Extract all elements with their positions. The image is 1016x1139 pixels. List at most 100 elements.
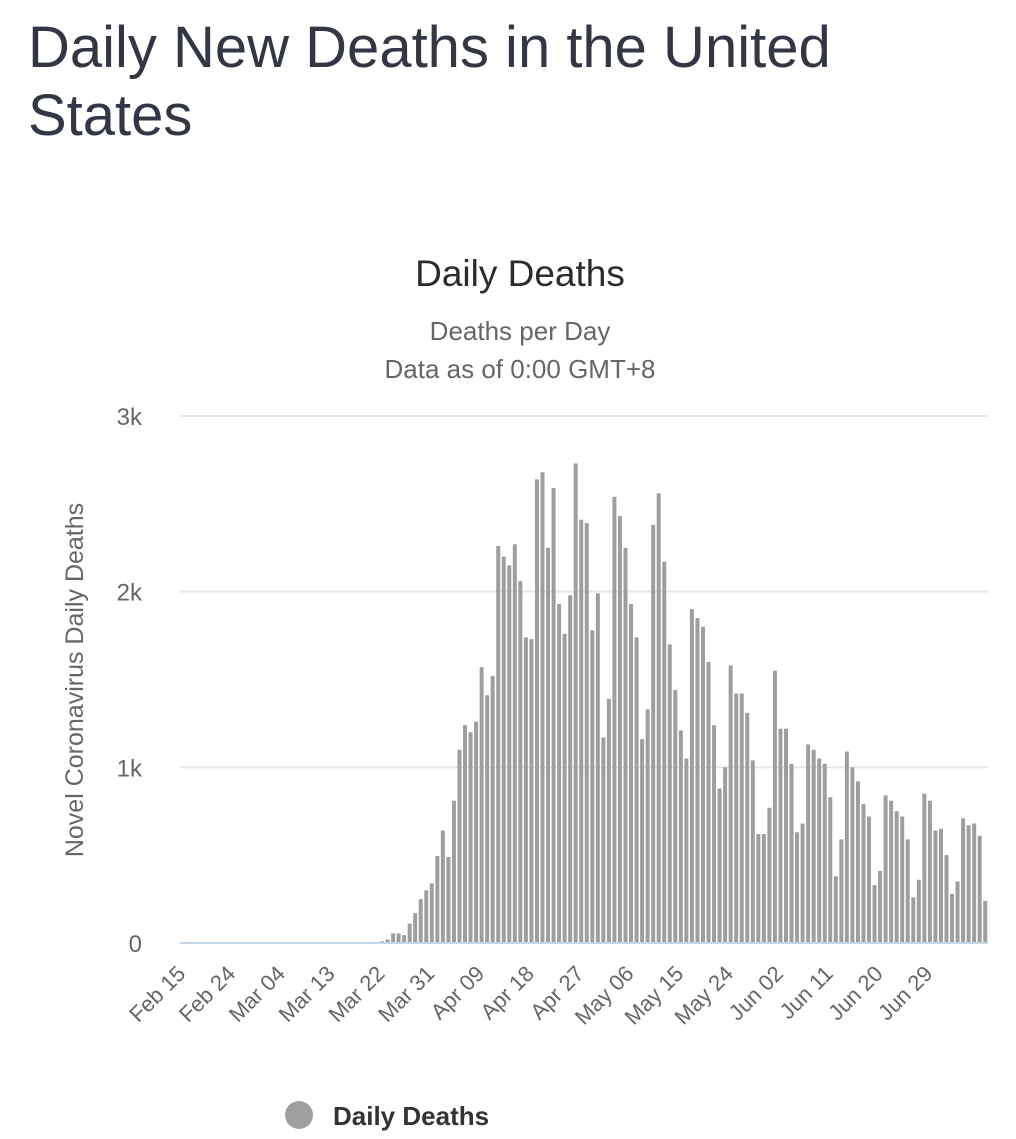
bar[interactable] [872, 885, 877, 943]
bar[interactable] [678, 730, 683, 943]
bar[interactable] [551, 488, 556, 943]
bar[interactable] [402, 935, 407, 943]
bar[interactable] [867, 816, 871, 943]
bar[interactable] [905, 839, 910, 943]
bar[interactable] [496, 545, 501, 943]
bar[interactable] [889, 800, 894, 943]
bar[interactable] [883, 795, 888, 943]
bar[interactable] [546, 547, 551, 943]
bar[interactable] [734, 693, 739, 943]
bar[interactable] [662, 561, 667, 943]
bar[interactable] [700, 626, 705, 943]
bar[interactable] [811, 749, 816, 943]
bar[interactable] [468, 732, 473, 943]
bar[interactable] [900, 816, 905, 943]
bar[interactable] [789, 763, 794, 943]
bar[interactable] [922, 793, 927, 943]
bar[interactable] [446, 856, 451, 943]
bar[interactable] [557, 603, 562, 943]
bar[interactable] [950, 893, 955, 943]
bar[interactable] [523, 637, 528, 943]
bar[interactable] [977, 835, 982, 943]
bar[interactable] [562, 633, 567, 943]
bar[interactable] [911, 897, 916, 943]
bar[interactable] [850, 767, 855, 943]
bar[interactable] [927, 800, 932, 943]
bar[interactable] [706, 661, 711, 943]
bar[interactable] [695, 618, 700, 943]
bar[interactable] [684, 758, 689, 943]
bar[interactable] [529, 639, 534, 943]
bar[interactable] [534, 479, 539, 943]
bar[interactable] [689, 609, 694, 943]
bar[interactable] [983, 900, 988, 943]
bar[interactable] [839, 839, 844, 943]
bar[interactable] [640, 739, 645, 943]
bar[interactable] [512, 544, 517, 943]
bar[interactable] [712, 725, 717, 943]
bar[interactable] [933, 830, 938, 943]
bar[interactable] [485, 695, 490, 943]
bar[interactable] [894, 811, 899, 943]
bar[interactable] [612, 496, 617, 943]
bar[interactable] [916, 879, 921, 943]
bar[interactable] [861, 804, 866, 943]
bar[interactable] [617, 516, 622, 943]
bar[interactable] [728, 665, 733, 943]
bar[interactable] [878, 870, 883, 943]
bar[interactable] [961, 818, 966, 943]
bar[interactable] [396, 933, 401, 943]
bar[interactable] [595, 593, 600, 943]
bar[interactable] [806, 744, 811, 944]
bar[interactable] [667, 644, 672, 943]
bar[interactable] [623, 547, 628, 943]
bar[interactable] [479, 667, 484, 943]
bar[interactable] [501, 556, 506, 943]
bar[interactable] [606, 698, 611, 943]
bar[interactable] [756, 834, 761, 943]
bar[interactable] [407, 923, 412, 943]
bar[interactable] [590, 630, 595, 943]
bar[interactable] [955, 881, 960, 943]
bar[interactable] [800, 823, 805, 943]
bar[interactable] [966, 825, 971, 943]
bar[interactable] [507, 565, 512, 943]
bar[interactable] [579, 519, 584, 943]
bar[interactable] [651, 524, 656, 943]
bar[interactable] [490, 675, 495, 943]
bar[interactable] [573, 463, 578, 943]
bar[interactable] [629, 603, 634, 943]
legend-item-daily-deaths[interactable]: Daily Deaths [333, 1101, 489, 1131]
bar[interactable] [435, 856, 440, 943]
bar[interactable] [844, 751, 849, 943]
bar[interactable] [656, 493, 661, 943]
bar[interactable] [767, 807, 772, 943]
bar[interactable] [518, 581, 523, 943]
legend[interactable]: Daily Deaths [285, 1101, 489, 1131]
bar[interactable] [745, 712, 750, 943]
bar[interactable] [457, 749, 462, 943]
bar[interactable] [817, 758, 822, 943]
bar[interactable] [451, 800, 456, 943]
bar[interactable] [717, 788, 722, 943]
bar[interactable] [784, 728, 788, 943]
bar[interactable] [463, 725, 467, 943]
bar[interactable] [440, 830, 445, 943]
bar[interactable] [761, 834, 766, 943]
bar[interactable] [723, 767, 728, 943]
bar[interactable] [972, 823, 977, 943]
bar[interactable] [828, 797, 833, 943]
bar[interactable] [540, 472, 545, 943]
bar[interactable] [429, 883, 434, 943]
bar[interactable] [424, 890, 429, 943]
bar[interactable] [413, 913, 418, 943]
bar[interactable] [673, 690, 678, 943]
bar[interactable] [795, 832, 800, 943]
bar[interactable] [833, 876, 838, 943]
bar[interactable] [391, 933, 396, 943]
bar[interactable] [385, 939, 390, 943]
bar[interactable] [474, 721, 479, 943]
bar[interactable] [739, 693, 744, 943]
bar[interactable] [778, 728, 783, 943]
bar[interactable] [822, 763, 827, 943]
